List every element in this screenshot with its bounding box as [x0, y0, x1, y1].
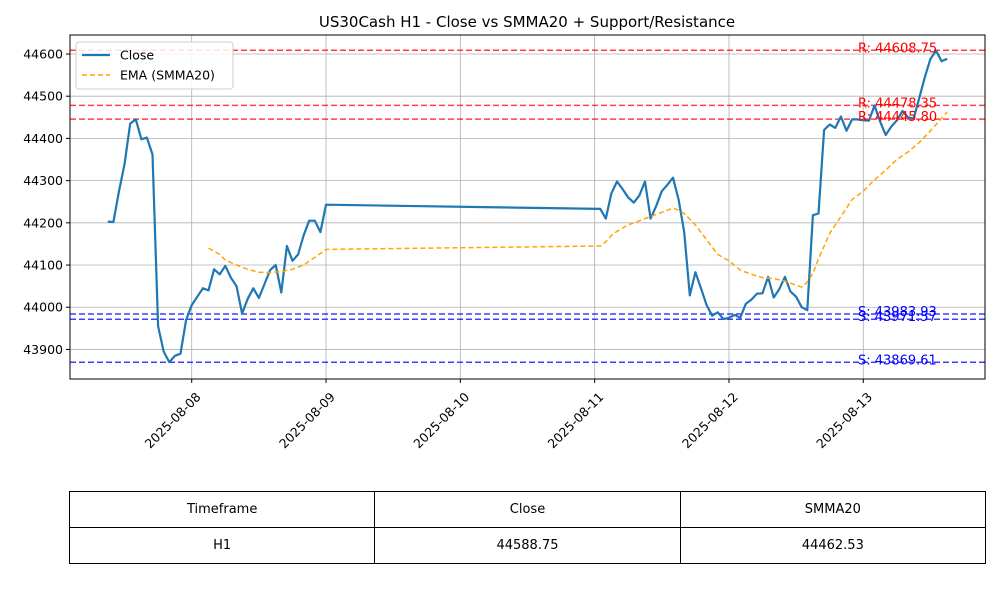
table-header-cell: Timeframe: [68, 491, 376, 528]
y-axis: 43900 44000 44100 44200 44300 44400 44500 44600: [23, 46, 70, 357]
table-cell: H1: [68, 527, 376, 564]
chart-title: US30Cash H1 - Close vs SMMA20 + Support/…: [319, 13, 735, 31]
y-tick-label: 44200: [23, 215, 63, 230]
y-tick-label: 44500: [23, 89, 63, 104]
legend: Close EMA (SMMA20): [75, 41, 234, 90]
resistance-label: R: 44608.75: [858, 41, 937, 56]
reference-labels: R: 44608.75 R: 44478.35R: 44445.80 S: 4398…: [858, 41, 937, 368]
plot-frame: [69, 34, 986, 380]
x-tick-label: 2025-08-09: [276, 389, 338, 451]
series-lines: [107, 49, 948, 364]
table-header-cell: Close: [374, 491, 681, 528]
legend-label: EMA (SMMA20): [120, 68, 215, 83]
table-cell: 44462.53: [679, 527, 987, 564]
x-axis: 2025-08-08 2025-08-09 2025-08-10 2025-08-11…: [142, 379, 875, 451]
y-tick-label: 44100: [23, 258, 63, 273]
support-label: S: 43869.61: [858, 353, 937, 368]
x-tick-label: 2025-08-12: [679, 389, 741, 451]
summary-table: Timeframe Close SMMA20 H1 44588.75 44462…: [68, 491, 987, 564]
chart: US30Cash H1 - Close vs SMMA20 + Support/…: [23, 13, 986, 451]
support-label: S: 43971.57: [858, 310, 937, 325]
resistance-label: R: 44445.80: [858, 110, 937, 125]
x-tick-label: 2025-08-08: [142, 389, 204, 451]
smma-series-line: [208, 111, 948, 288]
y-tick-label: 43900: [23, 342, 63, 357]
table-header-cell: SMMA20: [679, 491, 987, 528]
x-tick-label: 2025-08-10: [410, 389, 472, 451]
table-header-row: Timeframe Close SMMA20: [68, 491, 987, 528]
y-tick-label: 44300: [23, 173, 63, 188]
table-cell: 44588.75: [374, 527, 681, 564]
y-tick-label: 44400: [23, 131, 63, 146]
y-tick-label: 44000: [23, 300, 63, 315]
legend-box: [75, 41, 234, 90]
resistance-label: R: 44478.35: [858, 96, 937, 111]
x-tick-label: 2025-08-13: [813, 389, 875, 451]
legend-label: Close: [120, 48, 154, 63]
y-tick-label: 44600: [23, 46, 63, 61]
close-series-line: [107, 49, 948, 364]
x-tick-label: 2025-08-11: [545, 389, 607, 451]
table-row: H1 44588.75 44462.53: [68, 527, 987, 564]
support-label: S: 43983.93: [858, 305, 937, 320]
